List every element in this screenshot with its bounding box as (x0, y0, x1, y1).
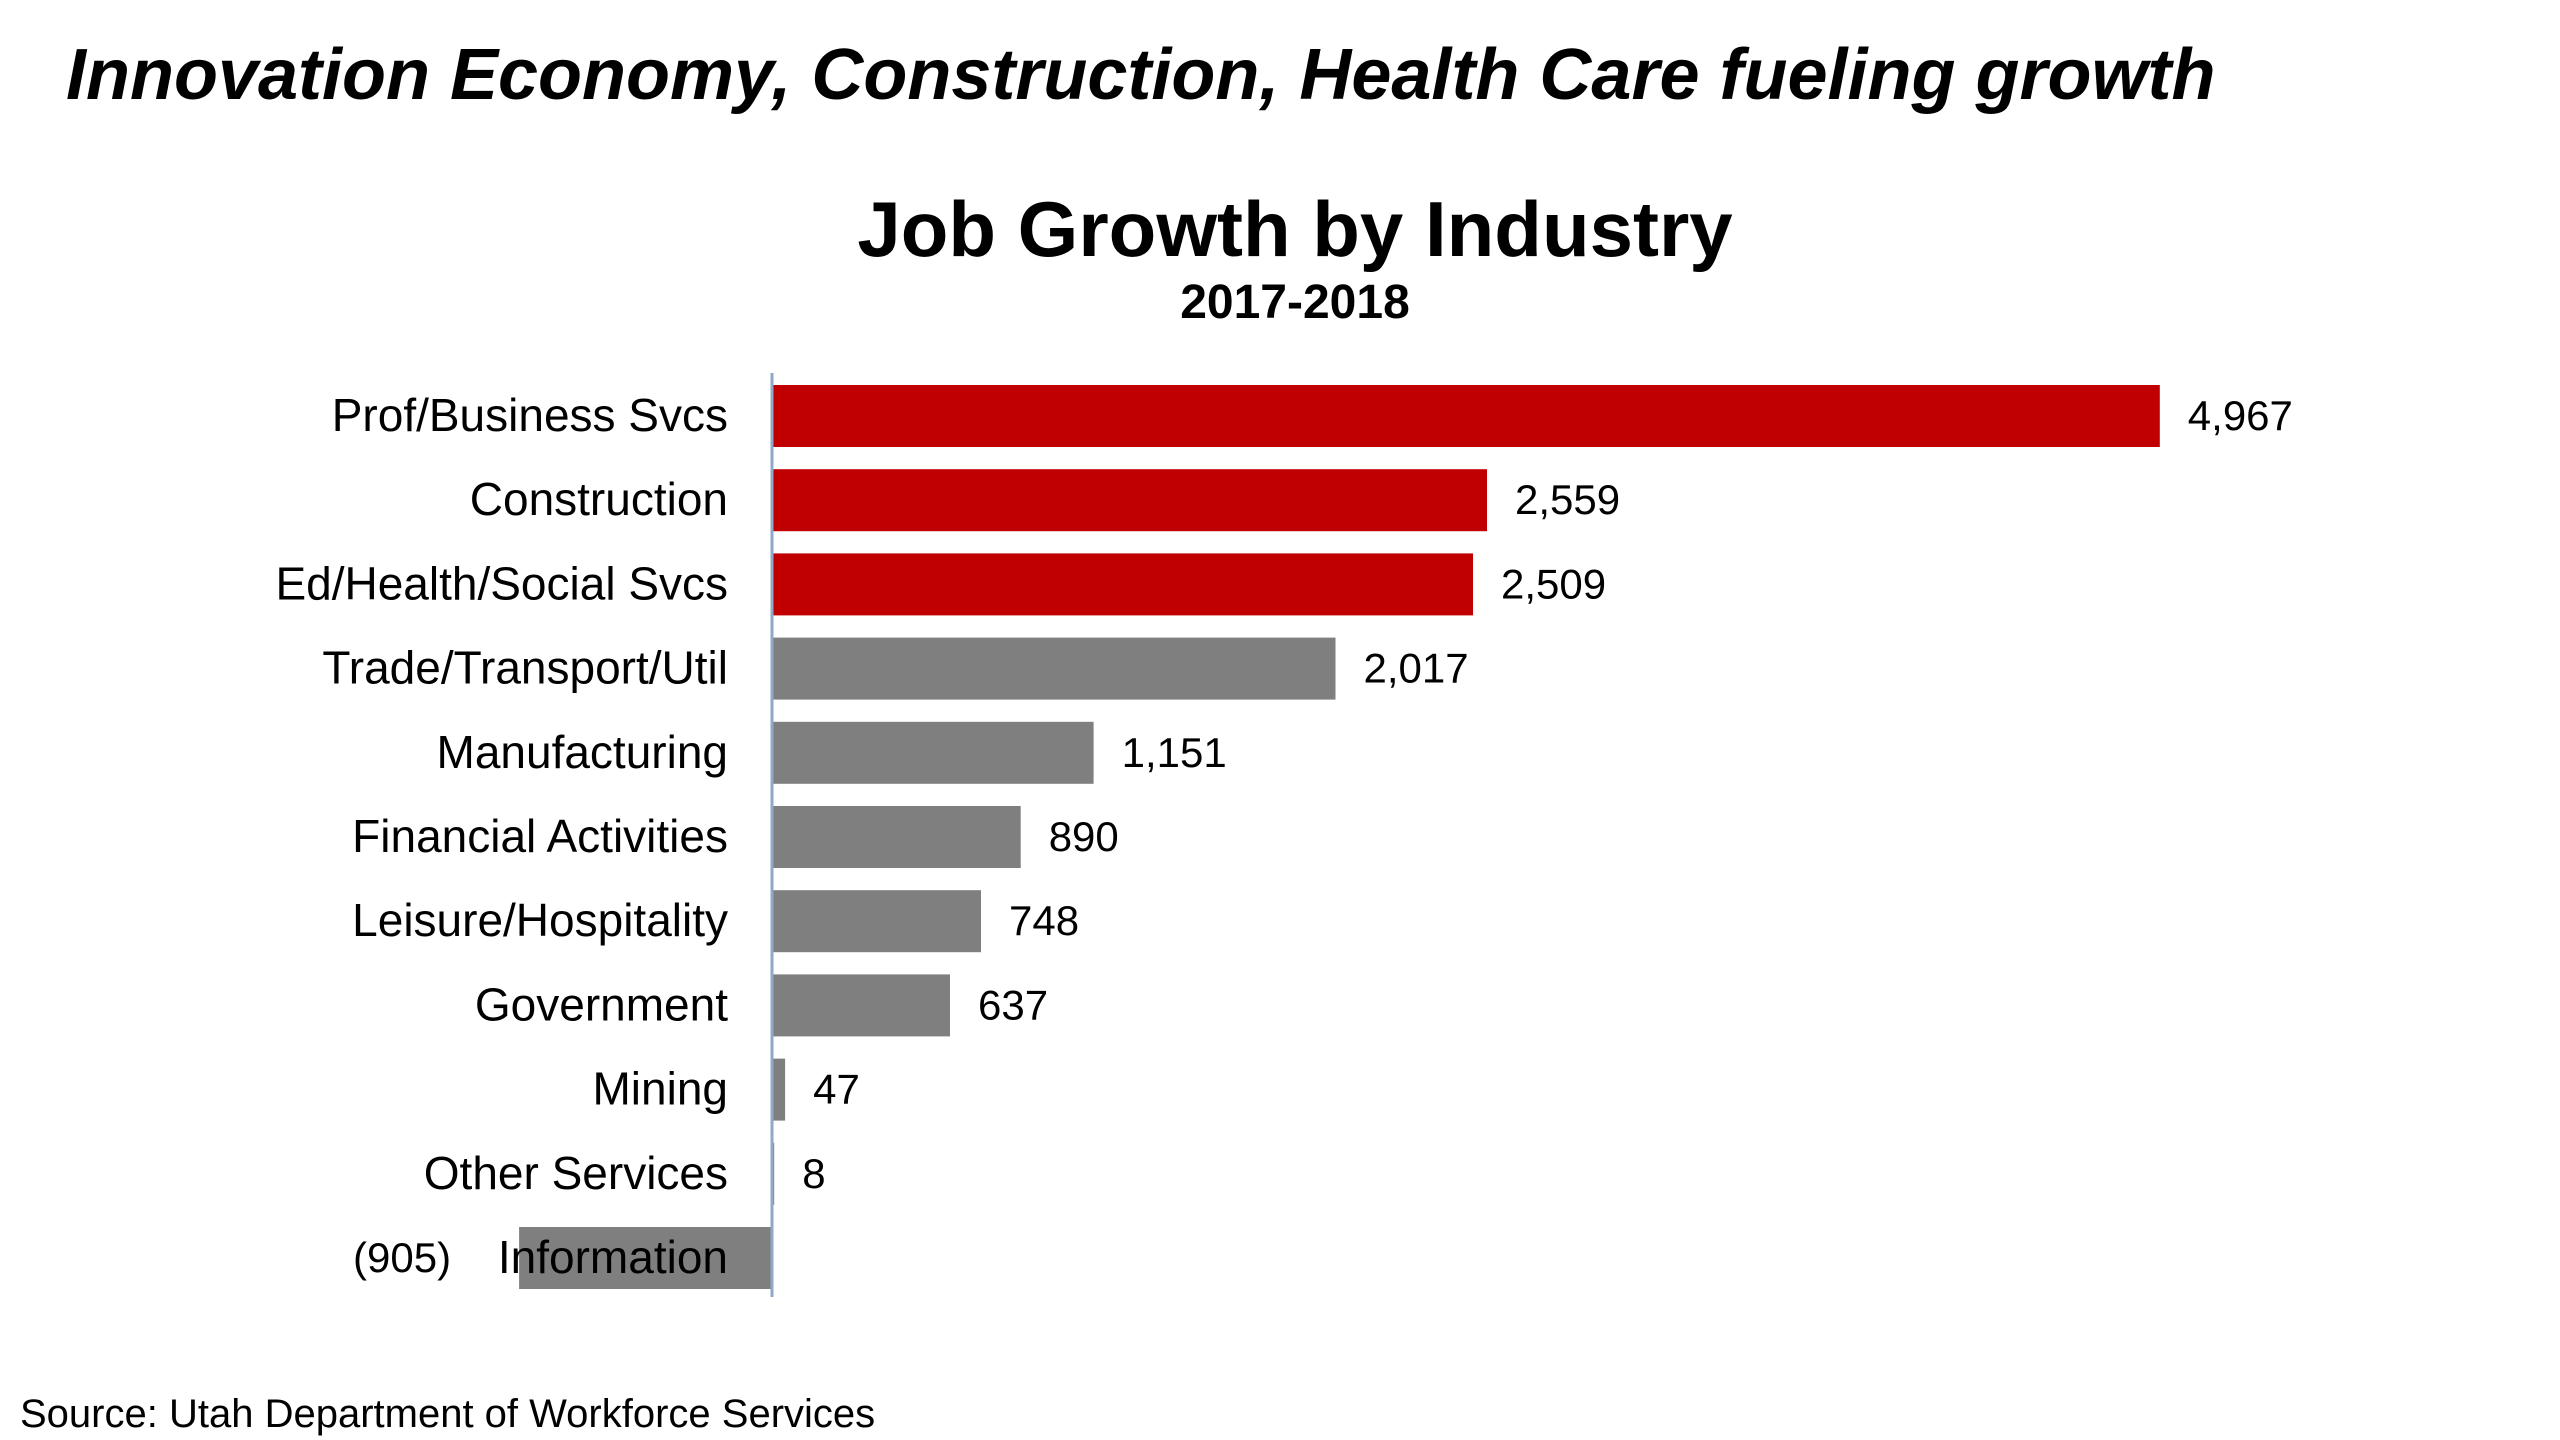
value-label-8: 47 (813, 1066, 860, 1113)
bar-10 (519, 1227, 772, 1289)
value-label-0: 4,967 (2188, 392, 2293, 439)
value-label-6: 748 (1009, 897, 1079, 944)
headline: Innovation Economy, Construction, Health… (66, 35, 2216, 115)
bar-1 (772, 469, 1487, 532)
category-label-7: Government (475, 978, 728, 1030)
value-label-5: 890 (1049, 813, 1119, 860)
value-label-4: 1,151 (1122, 729, 1227, 776)
value-label-2: 2,509 (1501, 560, 1606, 607)
bar-3 (772, 637, 1336, 700)
source-note: Source: Utah Department of Workforce Ser… (20, 1392, 876, 1436)
bar-6 (772, 890, 981, 953)
category-label-5: Financial Activities (352, 810, 728, 862)
chart-title: Job Growth by Industry (857, 185, 1732, 273)
bar-0 (772, 385, 2160, 447)
category-label-0: Prof/Business Svcs (332, 389, 728, 441)
category-label-1: Construction (470, 473, 728, 525)
category-label-2: Ed/Health/Social Svcs (275, 557, 728, 609)
job-growth-chart: Job Growth by Industry 2017-2018 Prof/Bu… (275, 185, 2293, 1297)
bar-5 (772, 806, 1021, 868)
value-label-3: 2,017 (1364, 645, 1469, 692)
value-label-10: (905) (353, 1234, 451, 1281)
category-label-6: Leisure/Hospitality (352, 894, 728, 946)
category-label-8: Mining (592, 1063, 728, 1115)
chart-subtitle: 2017-2018 (1180, 276, 1410, 329)
category-label-10: Information (498, 1231, 728, 1283)
bars-group: Prof/Business Svcs 4,967 Construction 2,559… (275, 385, 2293, 1289)
category-label-9: Other Services (424, 1147, 728, 1199)
bar-8 (772, 1058, 786, 1121)
value-label-9: 8 (802, 1150, 825, 1197)
bar-4 (772, 721, 1094, 784)
category-label-4: Manufacturing (437, 726, 729, 778)
value-label-1: 2,559 (1515, 476, 1620, 523)
category-label-3: Trade/Transport/Util (322, 642, 728, 694)
value-label-7: 637 (978, 981, 1048, 1028)
bar-2 (772, 553, 1473, 616)
bar-7 (772, 974, 950, 1037)
